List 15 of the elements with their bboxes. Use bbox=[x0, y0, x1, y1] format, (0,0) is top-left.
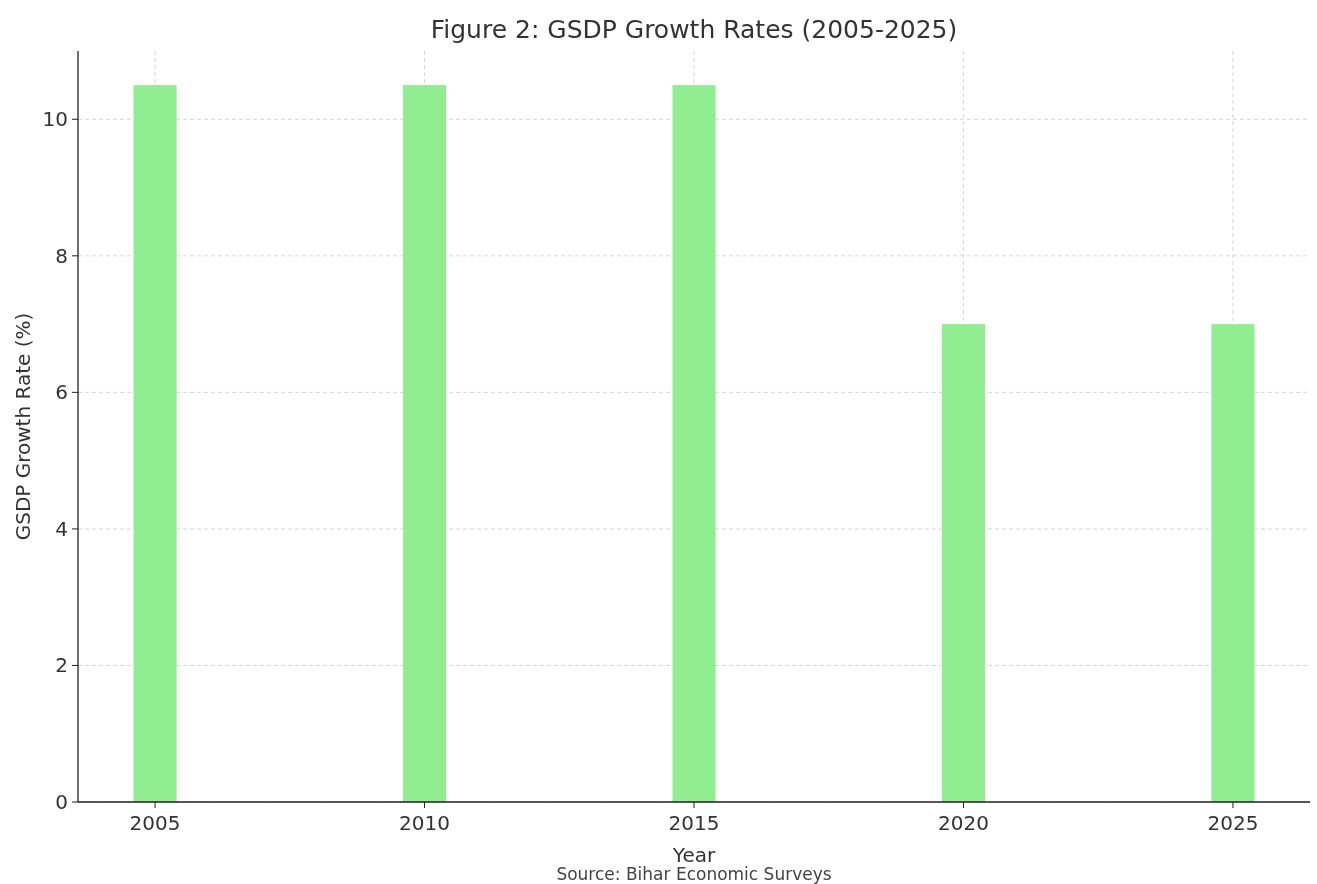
y-tick-label: 10 bbox=[42, 107, 68, 132]
y-axis-title: GSDP Growth Rate (%) bbox=[11, 312, 35, 541]
y-tick-label: 0 bbox=[55, 790, 68, 814]
x-tick-label: 2025 bbox=[1207, 811, 1259, 835]
chart-title: Figure 2: GSDP Growth Rates (2005-2025) bbox=[430, 15, 958, 44]
y-tick-label: 6 bbox=[55, 380, 68, 405]
y-tick-label: 2 bbox=[55, 653, 68, 678]
x-tick-label: 2010 bbox=[399, 811, 450, 835]
x-axis-title: Year bbox=[671, 843, 716, 867]
source-note: Source: Bihar Economic Surveys bbox=[556, 864, 832, 884]
x-tick-label: 2015 bbox=[668, 811, 720, 835]
x-tick-label: 2020 bbox=[938, 811, 989, 835]
y-tick-label: 8 bbox=[55, 243, 68, 268]
x-tick-label: 2005 bbox=[129, 811, 181, 835]
y-tick-label: 4 bbox=[55, 516, 68, 541]
